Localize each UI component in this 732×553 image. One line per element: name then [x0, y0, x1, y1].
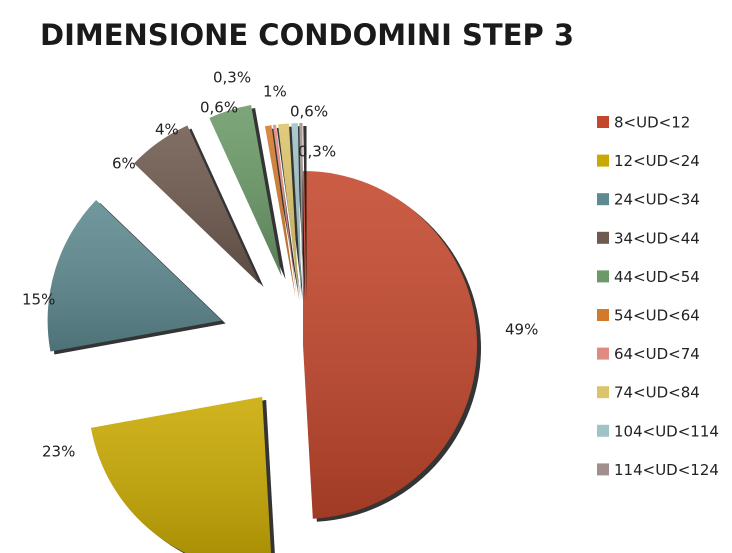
legend-label: 44<UD<54	[614, 268, 700, 286]
legend-swatch	[597, 386, 609, 399]
legend-swatch	[597, 309, 609, 321]
legend-label: 74<UD<84	[614, 384, 700, 402]
legend-label: 64<UD<74	[614, 345, 700, 363]
data-label: 0,6%	[290, 103, 328, 121]
legend-label: 24<UD<34	[614, 191, 700, 209]
slice-shading	[264, 125, 296, 298]
slice-shading	[90, 396, 272, 553]
slice-shading	[272, 124, 297, 298]
legend-swatch	[597, 116, 609, 128]
slice-shading	[47, 199, 222, 352]
slice-shading	[303, 171, 477, 519]
legend-swatch	[597, 154, 609, 167]
legend-swatch	[597, 424, 609, 437]
data-label: 6%	[112, 155, 136, 173]
data-label: 0,3%	[213, 69, 251, 87]
legend-label: 8<UD<12	[614, 114, 690, 132]
data-label: 1%	[263, 83, 287, 101]
legend-swatch	[597, 231, 609, 244]
legend-swatch	[597, 270, 609, 283]
data-label: 4%	[155, 121, 179, 139]
legend-swatch	[597, 463, 609, 476]
chart-title: DIMENSIONE CONDOMINI STEP 3	[40, 18, 574, 52]
data-label: 49%	[505, 321, 538, 339]
legend-label: 12<UD<24	[614, 152, 700, 170]
data-label: 0,3%	[298, 143, 336, 161]
slice-shading	[209, 104, 282, 277]
slice-shading	[299, 123, 303, 298]
data-label: 23%	[42, 443, 75, 461]
legend-label: 114<UD<124	[614, 461, 719, 479]
legend-label: 34<UD<44	[614, 229, 700, 247]
legend-label: 54<UD<64	[614, 307, 700, 325]
slice-shading	[291, 123, 302, 298]
data-label: 15%	[22, 291, 55, 309]
legend-swatch	[597, 193, 609, 206]
slice-shading	[134, 125, 260, 284]
slice-shadow	[303, 126, 307, 301]
data-label: 0,6%	[200, 99, 238, 117]
legend-swatch	[597, 347, 609, 360]
slice-shading	[278, 123, 299, 298]
legend-label: 104<UD<114	[614, 422, 719, 440]
